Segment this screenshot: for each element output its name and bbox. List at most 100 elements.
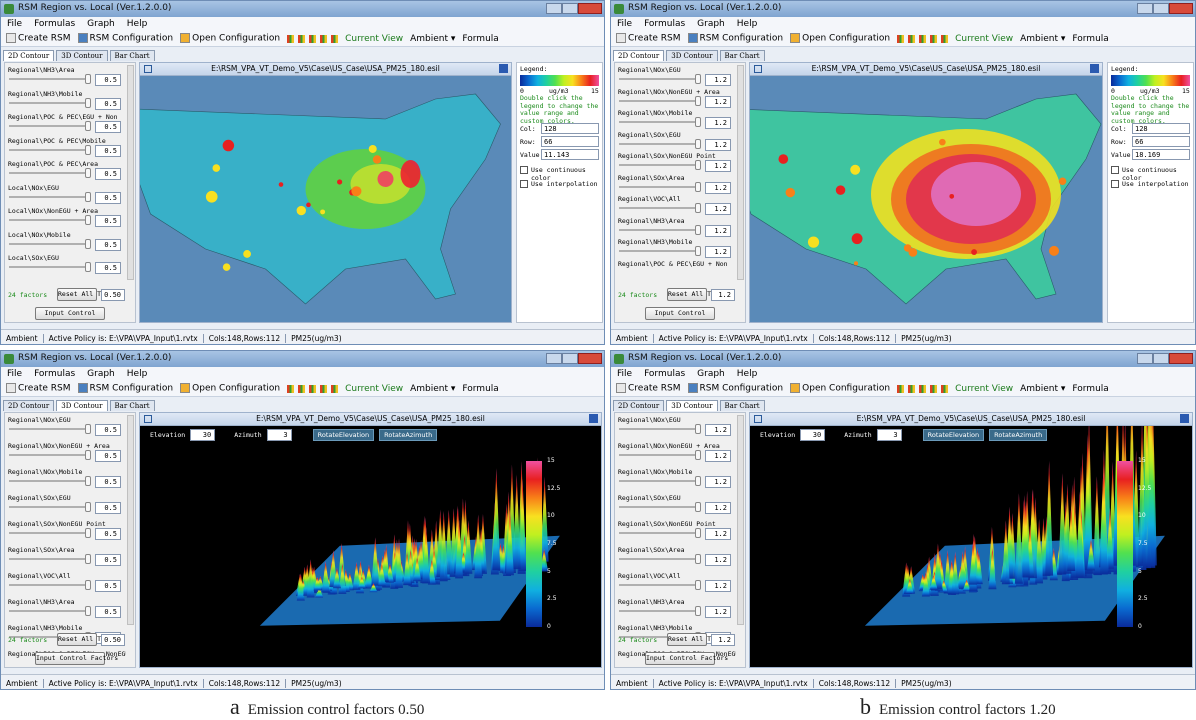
tab[interactable]: 2D Contour — [3, 400, 55, 411]
slider-thumb[interactable] — [85, 528, 91, 538]
checkbox[interactable] — [1111, 180, 1119, 188]
factor-value[interactable]: 0.5 — [95, 476, 121, 488]
toolbar-item[interactable]: RSM Configuration — [77, 33, 173, 44]
control-button[interactable]: Input Control — [645, 307, 715, 320]
menu-item[interactable]: Graph — [697, 369, 725, 379]
factor-value[interactable]: 1.2 — [705, 117, 731, 129]
toolbar-item[interactable]: Ambient ▾ — [410, 384, 455, 394]
info-value[interactable]: 128 — [1132, 123, 1190, 134]
factor-value[interactable]: 0.5 — [95, 554, 121, 566]
chart-icon[interactable] — [908, 384, 916, 393]
elevation-input[interactable]: 30 — [190, 429, 216, 441]
control-button[interactable]: Input Control Factors — [645, 652, 728, 665]
slider-thumb[interactable] — [85, 262, 91, 272]
factor-value[interactable]: 0.5 — [95, 606, 121, 618]
slider-thumb[interactable] — [695, 138, 701, 149]
toolbar-item[interactable]: RSM Configuration — [687, 383, 783, 394]
control-button[interactable]: Input Control Factors — [35, 652, 118, 665]
panel-close[interactable] — [1090, 64, 1099, 73]
chart-icon[interactable] — [941, 384, 949, 393]
close-button[interactable] — [1169, 353, 1193, 364]
menu-item[interactable]: Help — [126, 19, 148, 29]
factor-value[interactable]: 1.2 — [705, 246, 731, 258]
slider-thumb[interactable] — [695, 580, 701, 590]
panel-close[interactable] — [499, 64, 508, 73]
chart-icon[interactable] — [897, 34, 905, 43]
toolbar-item[interactable]: Open Configuration — [790, 33, 890, 44]
close-button[interactable] — [1169, 3, 1193, 14]
menu-item[interactable]: Graph — [697, 19, 725, 29]
panel-close[interactable] — [1180, 414, 1189, 423]
slider-thumb[interactable] — [695, 74, 701, 84]
minimize-button[interactable] — [546, 3, 562, 14]
reset-value[interactable]: 0.50 — [101, 289, 125, 301]
factor-value[interactable]: 0.5 — [95, 215, 121, 227]
tab[interactable]: Bar Chart — [719, 400, 765, 411]
factor-value[interactable]: 1.2 — [705, 554, 731, 566]
slider-thumb[interactable] — [85, 554, 91, 564]
close-button[interactable] — [578, 353, 602, 364]
toolbar-item[interactable]: Current View — [955, 384, 1013, 394]
factor-value[interactable]: 0.5 — [95, 502, 121, 514]
panel-close[interactable] — [589, 414, 598, 423]
chart-icon[interactable] — [320, 34, 328, 43]
maximize-button[interactable] — [1153, 353, 1169, 364]
factor-value[interactable]: 1.2 — [705, 224, 731, 237]
toolbar-item[interactable]: Ambient ▾ — [1020, 384, 1065, 394]
toolbar-item[interactable]: Create RSM — [6, 383, 71, 394]
slider-thumb[interactable] — [85, 580, 91, 590]
azimuth-input[interactable]: 3 — [266, 429, 292, 441]
elevation-input[interactable]: 30 — [800, 429, 826, 441]
factor-value[interactable]: 0.5 — [95, 74, 121, 86]
rotate-azimuth-button[interactable]: RotateAzimuth — [379, 429, 438, 441]
toolbar-item[interactable]: RSM Configuration — [687, 33, 783, 44]
chart-icon[interactable] — [298, 384, 306, 393]
rotate-elevation-button[interactable]: RotateElevation — [312, 429, 375, 441]
factor-value[interactable]: 1.2 — [705, 203, 731, 215]
slider-thumb[interactable] — [695, 528, 701, 538]
factor-value[interactable]: 1.2 — [705, 580, 731, 592]
factor-value[interactable]: 1.2 — [705, 476, 731, 488]
factor-value[interactable]: 1.2 — [705, 138, 731, 151]
maximize-button[interactable] — [1153, 3, 1169, 14]
factor-value[interactable]: 0.5 — [95, 144, 121, 157]
reset-value[interactable]: 1.2 — [711, 289, 735, 301]
slider-thumb[interactable] — [85, 238, 91, 249]
factor-value[interactable]: 0.5 — [95, 97, 121, 110]
chart-icon[interactable] — [897, 384, 905, 393]
checkbox[interactable] — [1111, 166, 1119, 174]
menu-item[interactable]: File — [617, 19, 633, 29]
checkbox[interactable] — [520, 166, 528, 174]
slider-thumb[interactable] — [695, 476, 701, 486]
toolbar-item[interactable]: Open Configuration — [180, 383, 280, 394]
menu-item[interactable]: Graph — [87, 19, 115, 29]
checkbox[interactable] — [520, 180, 528, 188]
slider-thumb[interactable] — [695, 181, 701, 192]
factor-value[interactable]: 0.5 — [95, 424, 121, 436]
info-value[interactable]: 128 — [541, 123, 599, 134]
slider-thumb[interactable] — [85, 121, 91, 131]
toolbar-item[interactable]: Formula — [462, 384, 498, 394]
slider-thumb[interactable] — [85, 424, 91, 434]
slider-thumb[interactable] — [85, 502, 91, 512]
slider-thumb[interactable] — [695, 203, 701, 213]
slider-thumb[interactable] — [85, 215, 91, 225]
chart-icon[interactable] — [941, 34, 949, 43]
tab[interactable]: Bar Chart — [719, 50, 765, 61]
maximize-button[interactable] — [562, 3, 578, 14]
slider-thumb[interactable] — [85, 97, 91, 108]
chart-icon[interactable] — [320, 384, 328, 393]
menu-item[interactable]: Graph — [87, 369, 115, 379]
chart-icon[interactable] — [287, 34, 295, 43]
factor-value[interactable]: 1.2 — [705, 424, 731, 436]
chart-icon[interactable] — [309, 34, 317, 43]
chart-icon[interactable] — [930, 384, 938, 393]
slider-thumb[interactable] — [695, 450, 701, 460]
chart-icon[interactable] — [287, 384, 295, 393]
azimuth-input[interactable]: 3 — [876, 429, 902, 441]
toolbar-item[interactable]: RSM Configuration — [77, 383, 173, 394]
toolbar-item[interactable]: Current View — [345, 384, 403, 394]
slider-thumb[interactable] — [85, 74, 91, 84]
factor-value[interactable]: 0.5 — [95, 121, 121, 133]
toolbar-item[interactable]: Formula — [1072, 384, 1108, 394]
